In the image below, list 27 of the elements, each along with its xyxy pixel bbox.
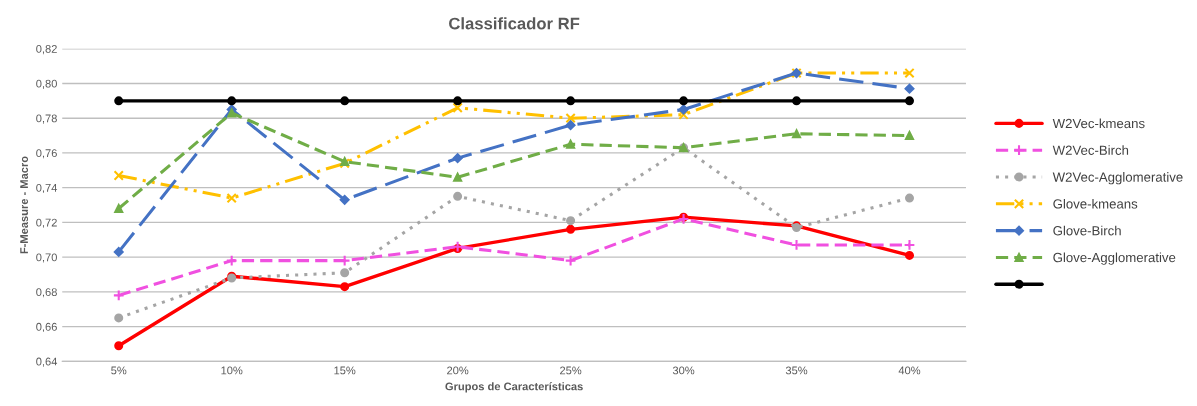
x-tick-label: 35% [785,366,808,375]
y-tick-label: 0,70 [36,253,57,263]
y-tick-label: 0,76 [36,149,57,159]
y-tick-label: 0,68 [36,288,57,298]
legend-label: Glove-Agglomerative [1053,252,1176,265]
y-tick-label: 0,82 [36,44,57,55]
y-tick-label: 0,72 [36,218,57,228]
y-axis-title: F-Measure - Macro [20,156,29,254]
x-tick-label: 5% [111,366,127,375]
y-tick-label: 0,74 [36,183,58,194]
x-tick-label: 20% [447,366,469,375]
x-tick-label: 30% [672,366,695,375]
legend-label: W2Vec-Birch [1052,145,1129,155]
legend-label: Glove-kmeans [1053,198,1138,209]
x-tick-label: 25% [560,366,582,375]
legend-label: W2Vec-Agglomerative [1052,172,1183,185]
x-tick-label: 15% [334,366,356,375]
y-tick-label: 0,78 [36,114,57,124]
legend-label: Glove-Birch [1053,225,1121,236]
y-tick-label: 0,66 [36,322,57,333]
y-tick-label: 0,80 [36,79,57,89]
legend-label: W2Vec-kmeans [1052,118,1145,129]
x-tick-label: 10% [221,366,243,375]
y-tick-label: 0,64 [36,357,58,367]
chart-title: Classificador RF [449,17,580,30]
x-axis-title: Grupos de Características [445,382,583,393]
x-tick-label: 40% [898,366,921,375]
